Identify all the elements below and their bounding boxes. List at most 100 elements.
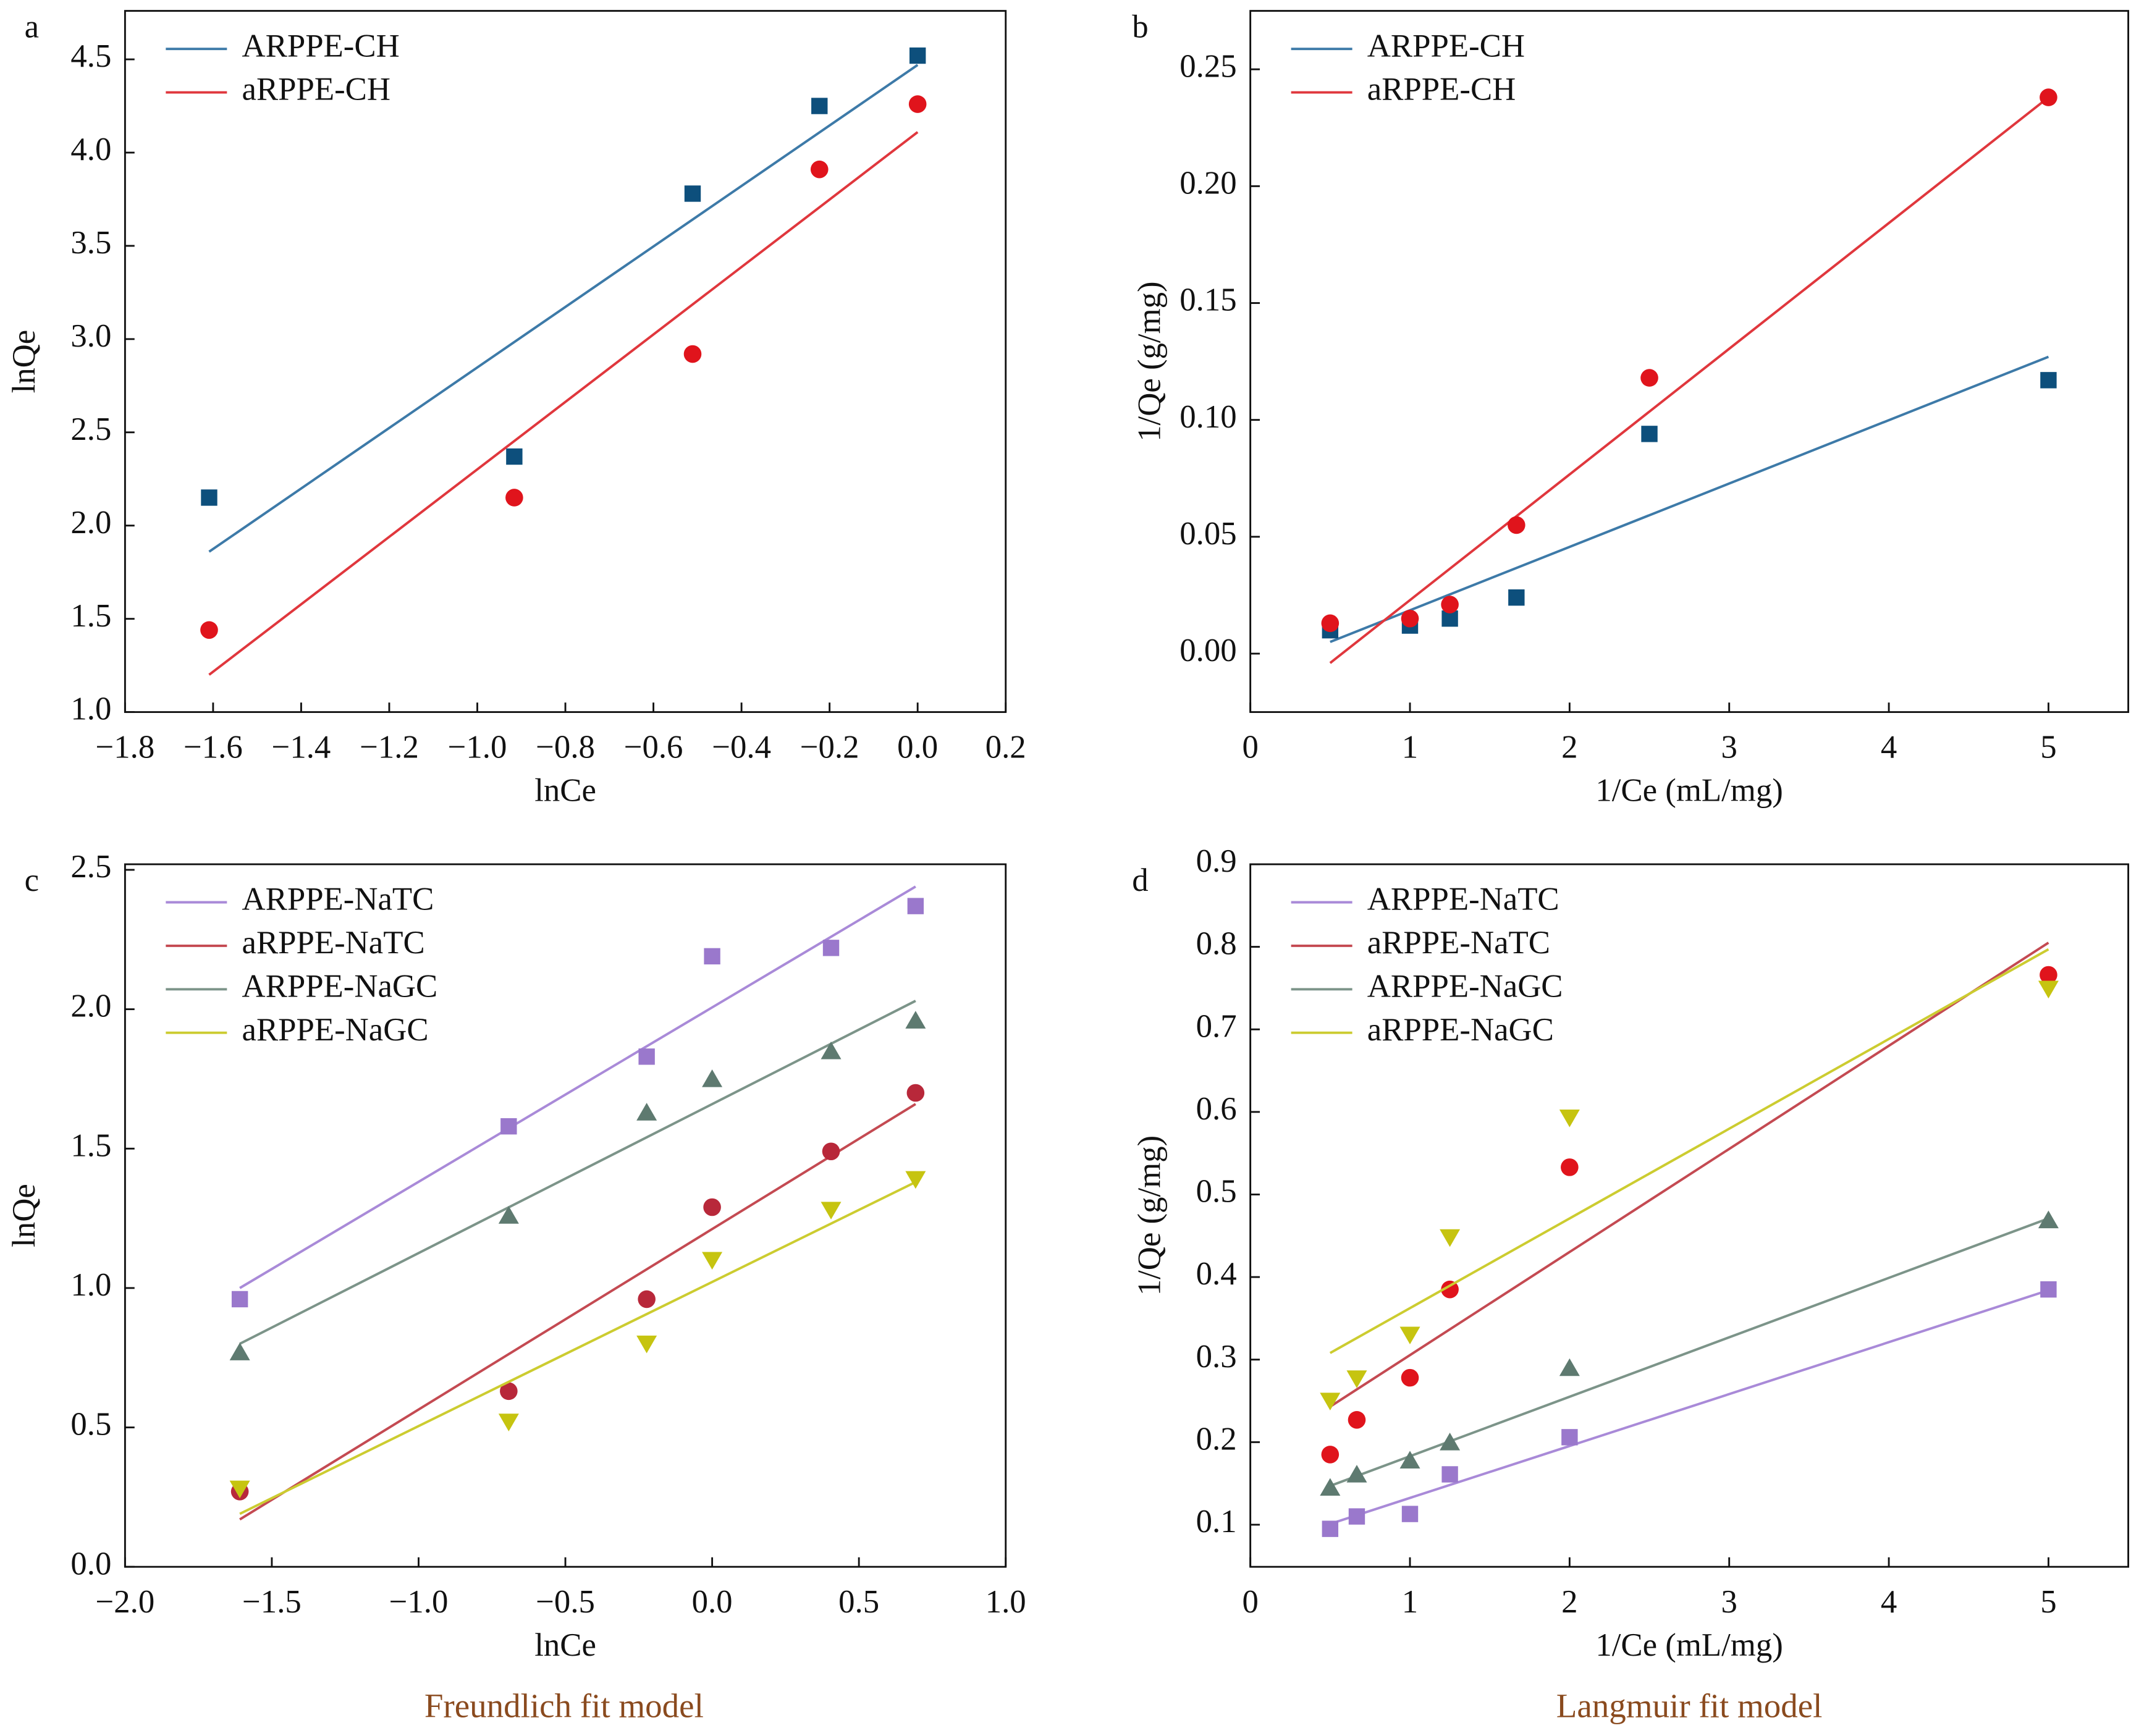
data-point [1348,1410,1366,1429]
data-point [1440,1229,1461,1247]
data-point [506,448,523,465]
x-tick-label: 5 [2040,729,2056,765]
fit-line [1330,1217,2049,1488]
data-point [1401,609,1419,628]
x-tick-label: 0 [1242,1584,1258,1620]
data-point [1559,1358,1580,1376]
plot-frame [1249,10,2130,714]
y-tick-label: 1.5 [70,1127,111,1163]
data-point [702,1252,723,1270]
panel-label: a [25,9,39,45]
panel-label: d [1132,862,1148,898]
data-point [1508,589,1525,606]
y-axis-label: 1/Qe (g/mg) [1131,281,1167,441]
x-tick-label: −1.4 [272,729,331,765]
x-tick-label: −2.0 [95,1584,154,1620]
x-tick-label: −1.5 [242,1584,302,1620]
data-point [1399,1451,1420,1468]
data-point [1321,614,1340,633]
x-tick-label: 4 [1881,729,1897,765]
data-point [500,1382,518,1401]
x-tick-label: −0.6 [624,729,683,765]
y-tick-label: 0.6 [1196,1091,1237,1127]
caption: Freundlich fit model [424,1687,704,1725]
data-point [1440,1432,1461,1451]
legend-label: ARPPE-CH [1367,28,1525,64]
legend-label: ARPPE-NaTC [242,882,434,917]
fit-line [239,1181,916,1515]
legend-label: aRPPE-NaTC [1367,925,1550,961]
x-tick-label: −0.4 [712,729,771,765]
data-point [2040,372,2057,389]
data-point [1346,1465,1367,1483]
data-point [1559,1109,1580,1127]
fit-line [208,64,919,553]
data-point [636,1103,657,1121]
y-axis-label: 1/Qe (g/mg) [1131,1136,1167,1296]
data-point [821,1041,842,1060]
y-tick-label: 4.5 [70,38,111,74]
y-tick-label: 0.1 [1196,1504,1237,1540]
y-tick-label: 2.5 [70,849,111,885]
x-axis-label: 1/Ce (mL/mg) [1595,773,1783,809]
legend-label: aRPPE-CH [242,72,390,107]
data-point [703,1198,721,1216]
data-point [1320,1393,1341,1410]
data-point [822,940,840,956]
data-point [636,1335,657,1354]
data-point [1348,1508,1365,1525]
x-tick-label: 0.0 [692,1584,733,1620]
fit-line [1329,942,2049,1408]
legend-label: ARPPE-NaTC [1367,882,1559,917]
data-point [1322,1520,1339,1537]
fit-line [239,1000,916,1345]
fit-line [239,885,916,1289]
data-point [638,1048,655,1065]
y-tick-label: 0.9 [1196,843,1237,879]
fit-line [1329,96,2049,664]
data-point [810,160,829,179]
data-point [909,47,926,64]
data-point [2040,966,2057,984]
data-point [1321,1446,1340,1464]
y-tick-label: 0.7 [1196,1008,1237,1044]
fit-line [1329,948,2049,1354]
legend-label: ARPPE-NaGC [1367,968,1563,1004]
y-tick-label: 2.0 [70,505,111,541]
x-tick-label: 2 [1561,1584,1577,1620]
y-tick-label: 0.4 [1196,1256,1237,1292]
legend-label: aRPPE-NaGC [242,1012,429,1048]
data-point [704,948,720,965]
y-axis-label: lnQe [6,1184,42,1247]
y-tick-label: 2.5 [70,411,111,447]
x-tick-label: 0.5 [838,1584,879,1620]
data-point [2038,1210,2059,1229]
y-tick-label: 3.0 [70,318,111,354]
data-point [908,95,927,113]
y-tick-label: 0.2 [1196,1421,1237,1457]
panel-label: b [1132,9,1148,45]
data-point [1441,1280,1459,1299]
fit-line [239,1103,916,1521]
data-point [498,1414,519,1431]
y-tick-label: 0.0 [70,1546,111,1582]
data-point [1508,516,1525,534]
y-tick-label: 0.5 [1196,1174,1237,1210]
data-point [1320,1478,1341,1496]
legend-label: aRPPE-CH [1367,72,1516,107]
legend-label: aRPPE-NaTC [242,925,425,961]
x-tick-label: 3 [1721,729,1737,765]
data-point [905,1011,926,1029]
data-point [702,1069,723,1087]
data-point [2038,980,2059,999]
fit-line [1330,355,2049,643]
caption: Langmuir fit model [1556,1687,1823,1725]
x-tick-label: 5 [2040,1584,2056,1620]
plot-frame [124,10,1007,714]
legend-label: ARPPE-CH [242,28,400,64]
x-tick-label: 1.0 [985,1584,1026,1620]
data-point [638,1290,656,1308]
x-tick-label: 3 [1721,1584,1737,1620]
x-tick-label: 1 [1402,1584,1418,1620]
x-tick-label: −1.8 [95,729,154,765]
